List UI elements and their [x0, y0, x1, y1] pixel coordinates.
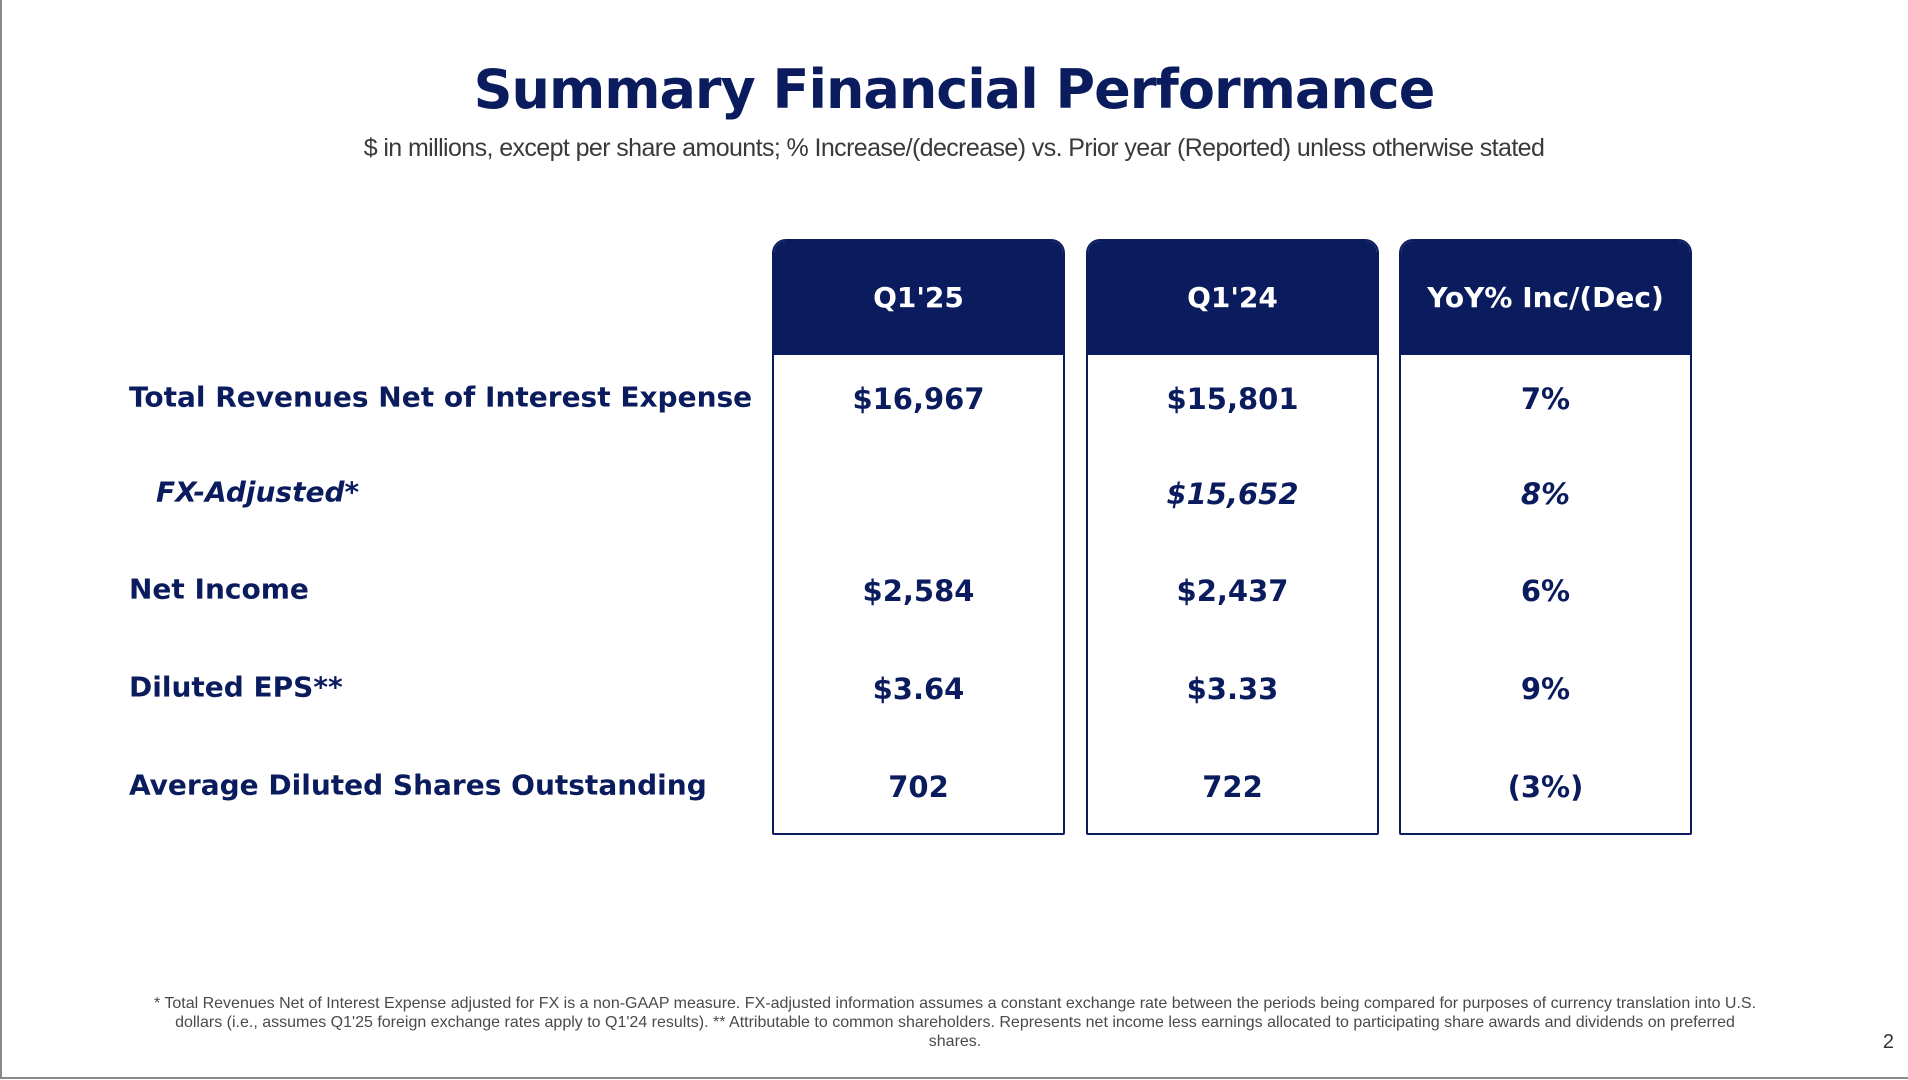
row-label-fx-adjusted: FX-Adjusted*	[156, 475, 360, 509]
cell-yoy-diluted-eps: 9%	[1520, 672, 1571, 706]
page-title: Summary Financial Performance	[473, 58, 1436, 121]
column-q1-25: Q1'25 $16,967 $2,584 $3.64 702	[772, 239, 1065, 835]
footnote: * Total Revenues Net of Interest Expense…	[153, 995, 1757, 1050]
row-label-avg-diluted-shares: Average Diluted Shares Outstanding	[129, 768, 707, 802]
row-label-net-income: Net Income	[129, 572, 309, 606]
cell-yoy-total-revenues: 7%	[1520, 382, 1571, 416]
page-subtitle: $ in millions, except per share amounts;…	[363, 134, 1545, 162]
cell-q1-25-total-revenues: $16,967	[852, 382, 985, 416]
row-label-diluted-eps: Diluted EPS**	[129, 670, 343, 704]
column-header-q1-24: Q1'24	[1088, 241, 1377, 355]
page-number: 2	[1882, 1031, 1894, 1053]
cell-yoy-fx-adjusted: 8%	[1520, 477, 1571, 511]
column-yoy: YoY% Inc/(Dec) 7% 8% 6% 9% (3%)	[1399, 239, 1692, 835]
row-label-total-revenues: Total Revenues Net of Interest Expense	[129, 380, 753, 414]
cell-q1-24-diluted-eps: $3.33	[1186, 672, 1279, 706]
cell-q1-24-fx-adjusted: $15,652	[1166, 477, 1299, 511]
column-header-yoy: YoY% Inc/(Dec)	[1401, 241, 1690, 355]
cell-q1-25-diluted-eps: $3.64	[872, 672, 965, 706]
cell-q1-25-net-income: $2,584	[862, 574, 975, 608]
column-q1-24: Q1'24 $15,801 $15,652 $2,437 $3.33 722	[1086, 239, 1379, 835]
cell-q1-24-net-income: $2,437	[1176, 574, 1289, 608]
cell-q1-24-total-revenues: $15,801	[1166, 382, 1299, 416]
cell-q1-24-avg-shares: 722	[1202, 770, 1263, 804]
cell-yoy-avg-shares: (3%)	[1507, 770, 1584, 804]
column-header-q1-25: Q1'25	[774, 241, 1063, 355]
cell-q1-25-avg-shares: 702	[888, 770, 949, 804]
cell-yoy-net-income: 6%	[1520, 574, 1571, 608]
